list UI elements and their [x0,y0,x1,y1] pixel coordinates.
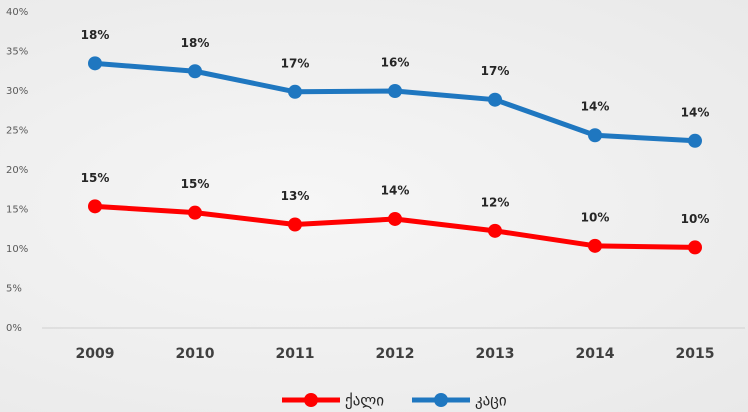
data-point [88,56,102,71]
data-point [188,64,202,79]
y-tick-label: 0% [6,323,22,334]
data-label: 10% [581,210,610,224]
legend-label: კაცი [475,392,507,410]
data-label: 14% [581,100,610,114]
data-point [488,223,502,238]
data-label: 18% [181,36,210,50]
data-point [488,92,502,107]
x-tick-label: 2013 [476,346,515,362]
y-tick-label: 25% [6,126,28,137]
y-tick-label: 20% [6,165,28,176]
data-label: 17% [281,56,310,70]
y-tick-label: 15% [6,205,28,216]
data-label: 16% [381,56,410,70]
data-point [288,217,302,232]
data-label: 10% [681,212,710,226]
data-point [388,84,402,98]
data-label: 15% [181,177,210,191]
legend-marker [304,393,318,407]
x-tick-label: 2014 [576,346,615,362]
data-label: 13% [281,189,310,203]
y-tick-label: 5% [6,284,22,295]
legend-label: ქალი [345,392,384,410]
data-label: 14% [681,105,710,119]
data-label: 18% [81,28,110,42]
x-tick-label: 2012 [376,346,415,362]
data-point [288,84,302,99]
data-label: 14% [381,183,410,197]
data-point [588,128,602,143]
x-tick-label: 2015 [676,346,715,362]
legend-marker [434,393,448,407]
data-point [588,238,602,253]
x-tick-label: 2011 [276,346,315,362]
y-tick-label: 35% [6,47,28,58]
y-tick-label: 30% [6,86,28,97]
data-point [688,240,702,255]
x-tick-label: 2009 [76,346,115,362]
y-tick-label: 10% [6,244,28,255]
data-label: 15% [81,171,110,185]
x-tick-label: 2010 [176,346,215,362]
data-point [88,199,102,214]
data-point [388,211,402,226]
data-label: 12% [481,195,510,209]
data-label: 17% [481,64,510,78]
data-point [188,205,202,220]
data-point [688,133,702,148]
y-tick-label: 40% [6,7,28,18]
